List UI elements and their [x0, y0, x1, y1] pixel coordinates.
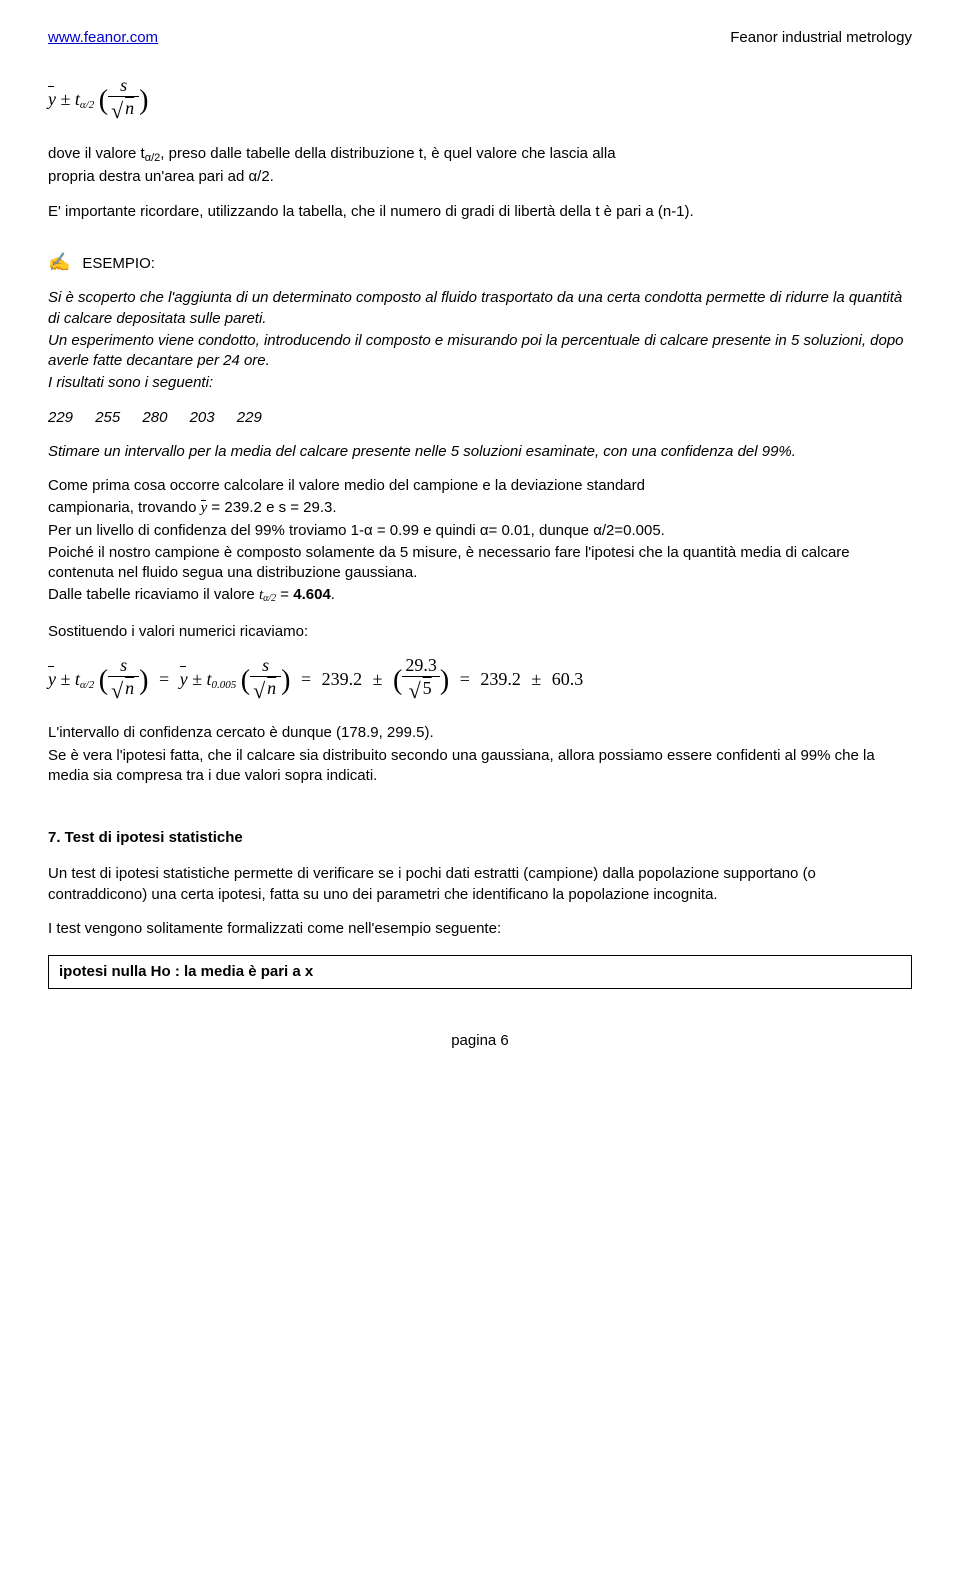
- example-p3: I risultati sono i seguenti:: [48, 373, 912, 393]
- esempio-heading: ✍ESEMPIO:: [48, 250, 912, 274]
- formula-2: y ± tα/2 (s√n) = y ± t0.005 (s√n) = 239.…: [48, 656, 912, 705]
- result-p3: Per un livello di confidenza del 99% tro…: [48, 521, 912, 541]
- paragraph-intro-1: dove il valore tα/2, preso dalle tabelle…: [48, 144, 912, 166]
- result-p5: Dalle tabelle ricaviamo il valore tα/2 =…: [48, 585, 912, 606]
- hypothesis-text: ipotesi nulla Ho : la media è pari a x: [59, 963, 313, 980]
- result-p2: campionaria, trovando y = 239.2 e s = 29…: [48, 498, 912, 518]
- header-company: Feanor industrial metrology: [730, 28, 912, 48]
- page-footer: pagina 6: [48, 1031, 912, 1051]
- paragraph-intro-2: propria destra un'area pari ad α/2.: [48, 167, 912, 187]
- data-values: 229 255 280 203 229: [48, 408, 912, 428]
- result-p4: Poiché il nostro campione è composto sol…: [48, 543, 912, 584]
- section-7-p1: Un test di ipotesi statistiche permette …: [48, 864, 912, 905]
- hand-icon: ✍: [48, 252, 70, 272]
- hypothesis-box: ipotesi nulla Ho : la media è pari a x: [48, 955, 912, 989]
- conclusion-p1: L'intervallo di confidenza cercato è dun…: [48, 723, 912, 743]
- paragraph-intro-3: E' importante ricordare, utilizzando la …: [48, 202, 912, 222]
- section-7-title: 7. Test di ipotesi statistiche: [48, 828, 912, 848]
- example-p4: Stimare un intervallo per la media del c…: [48, 442, 912, 462]
- formula-1: y ± tα/2 (s√n): [48, 76, 912, 125]
- page-header: www.feanor.com Feanor industrial metrolo…: [48, 28, 912, 48]
- example-p1: Si è scoperto che l'aggiunta di un deter…: [48, 288, 912, 329]
- result-p6: Sostituendo i valori numerici ricaviamo:: [48, 622, 912, 642]
- result-p1: Come prima cosa occorre calcolare il val…: [48, 476, 912, 496]
- section-7-p2: I test vengono solitamente formalizzati …: [48, 919, 912, 939]
- conclusion-p2: Se è vera l'ipotesi fatta, che il calcar…: [48, 746, 912, 787]
- example-p2: Un esperimento viene condotto, introduce…: [48, 331, 912, 372]
- header-url-link[interactable]: www.feanor.com: [48, 28, 158, 48]
